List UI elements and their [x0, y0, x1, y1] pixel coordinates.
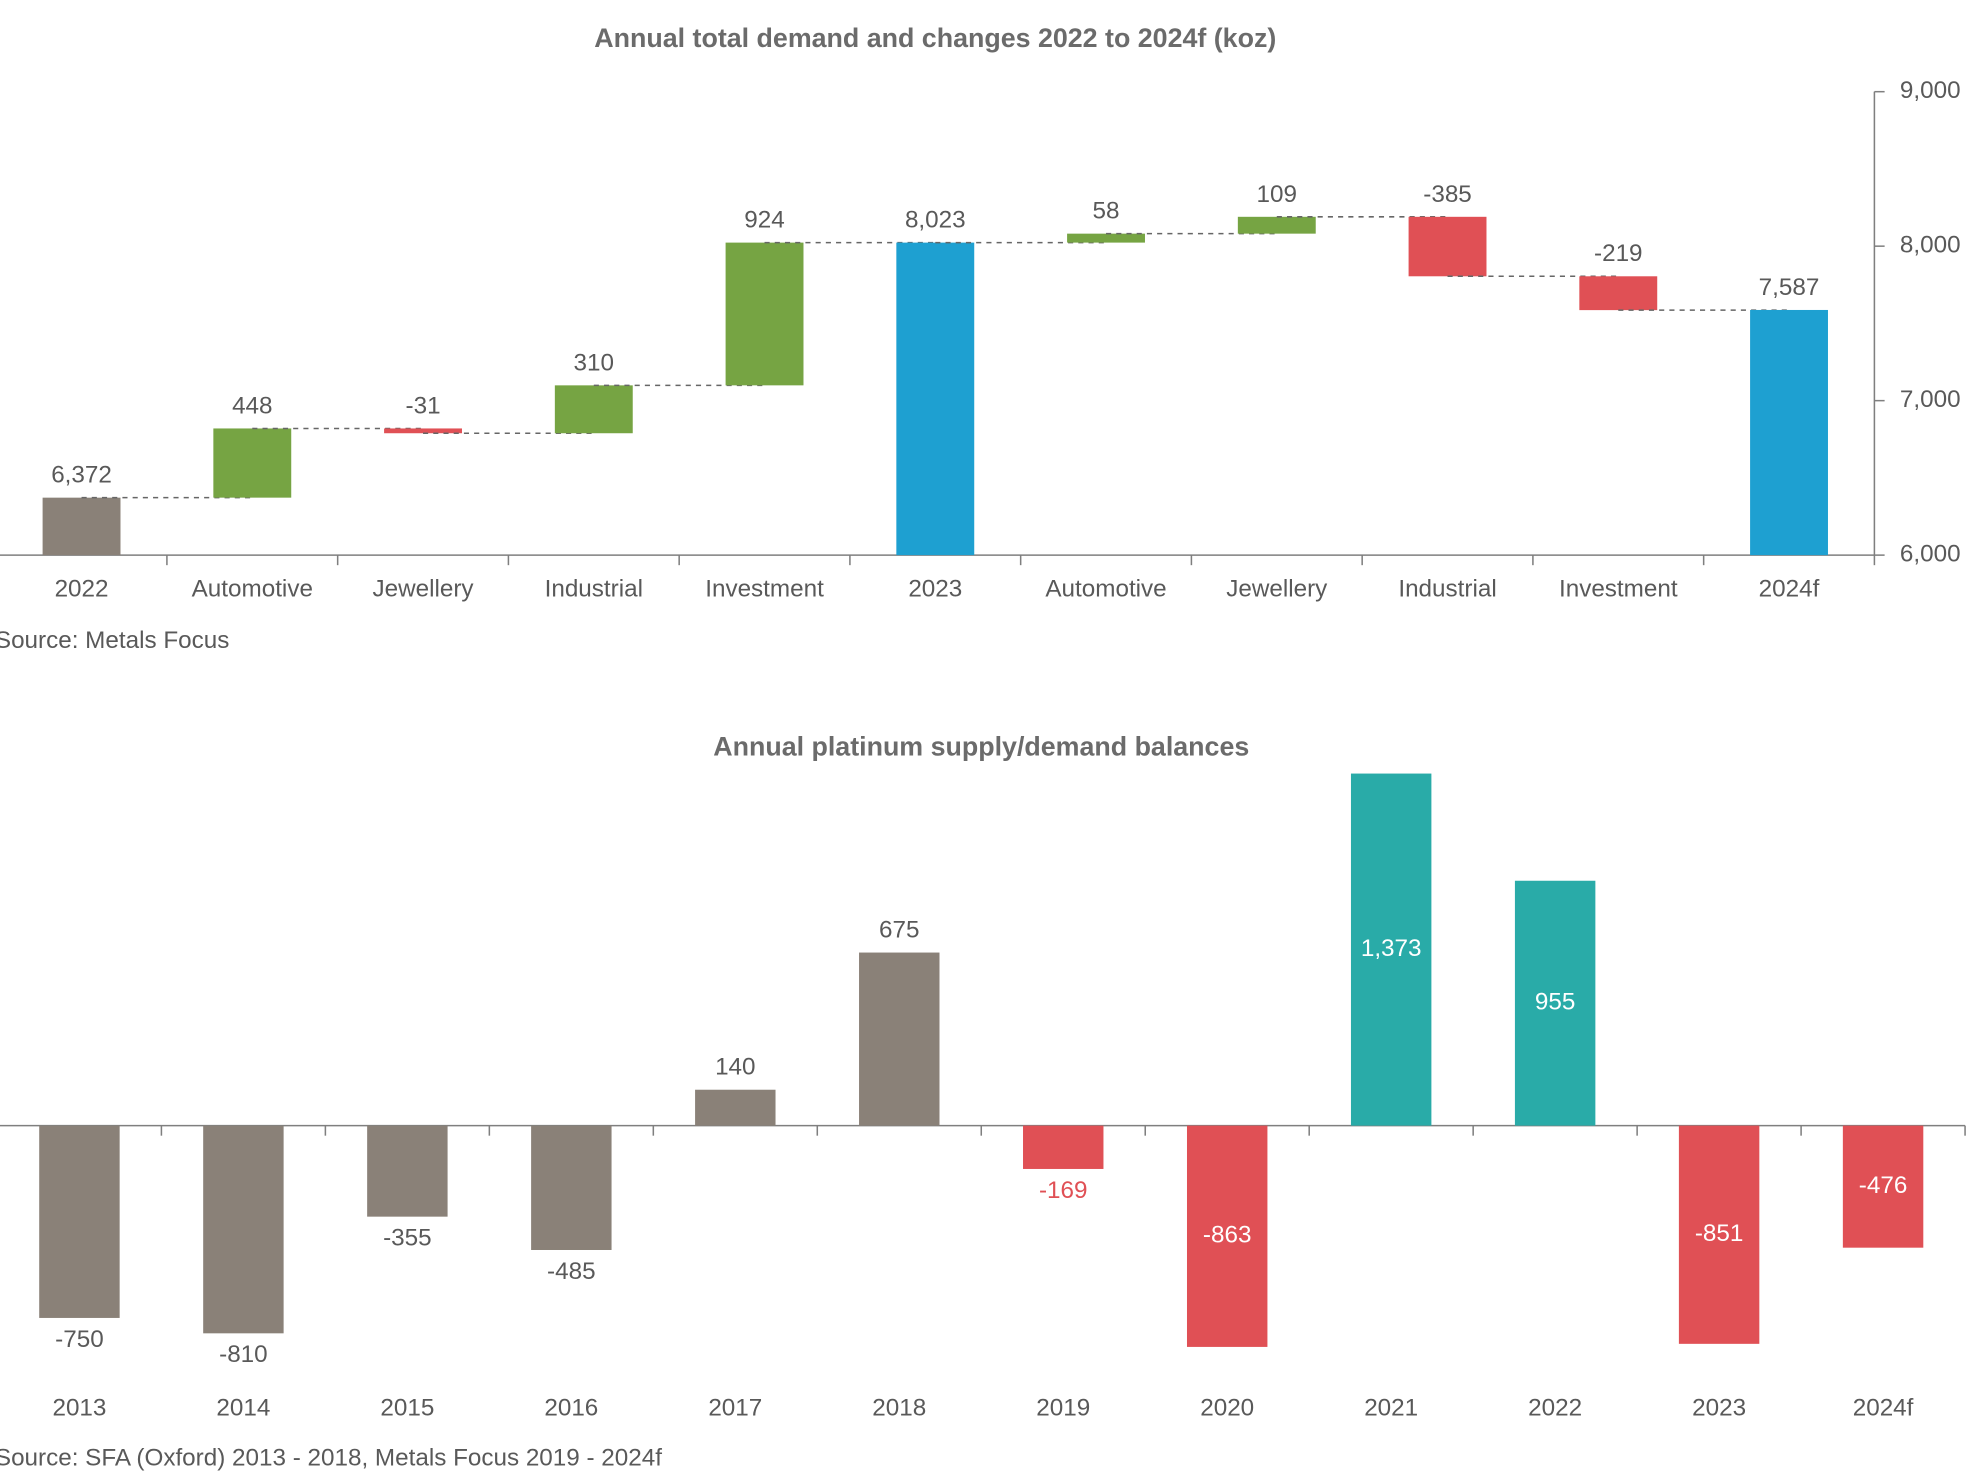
x-tick-label: 2022 [55, 576, 109, 603]
value-label: 58 [1093, 198, 1120, 225]
x-tick-label: Automotive [192, 576, 313, 603]
value-label: 448 [232, 393, 272, 420]
value-label: -31 [406, 393, 441, 420]
x-tick-label: 2013 [52, 1395, 106, 1422]
value-label: -385 [1423, 181, 1472, 208]
x-tick-label: 2024f [1853, 1395, 1914, 1422]
bar [1842, 1125, 1924, 1248]
value-label: -863 [1203, 1222, 1252, 1249]
y-tick-label: 8,000 [1900, 232, 1961, 259]
x-tick-label: 2020 [1200, 1395, 1254, 1422]
x-tick-label: 2019 [1036, 1395, 1090, 1422]
x-tick-label: Industrial [1398, 576, 1496, 603]
x-tick-label: Industrial [545, 576, 643, 603]
bar [859, 952, 940, 1126]
y-tick-label: 7,000 [1900, 386, 1961, 413]
x-tick-label: 2021 [1364, 1395, 1418, 1422]
x-tick-label: 2017 [708, 1395, 762, 1422]
bar [1678, 1125, 1760, 1344]
total-bar [42, 497, 121, 556]
change-bar [725, 242, 804, 386]
bar [1350, 773, 1432, 1126]
value-label: -355 [383, 1225, 432, 1252]
x-tick-label: 2016 [544, 1395, 598, 1422]
total-bar [1750, 309, 1828, 556]
x-tick-label: Investment [1559, 576, 1678, 603]
value-label: 675 [879, 917, 919, 944]
bar [531, 1125, 612, 1250]
value-label: 310 [574, 349, 614, 376]
total-bar [896, 242, 975, 556]
x-tick-label: 2023 [1692, 1395, 1746, 1422]
bar [203, 1125, 284, 1334]
value-label: 924 [744, 207, 784, 234]
bar [1514, 880, 1596, 1126]
value-label: -169 [1039, 1177, 1088, 1204]
x-tick-label: Jewellery [373, 576, 474, 603]
x-tick-label: 2023 [908, 576, 962, 603]
y-tick-label: 6,000 [1900, 541, 1961, 568]
change-bar [384, 428, 462, 434]
change-bar [554, 385, 633, 434]
change-bar [1237, 216, 1316, 234]
value-label: 6,372 [51, 462, 112, 489]
x-tick-label: 2022 [1528, 1395, 1582, 1422]
change-bar [1067, 233, 1145, 243]
chart-title: Annual total demand and changes 2022 to … [594, 23, 1276, 53]
bar [367, 1125, 448, 1217]
value-label: -219 [1594, 240, 1643, 267]
value-label: 1,373 [1361, 935, 1422, 962]
value-label: -810 [219, 1341, 268, 1368]
x-tick-label: 2014 [216, 1395, 270, 1422]
bar [1023, 1125, 1104, 1169]
value-label: 7,587 [1759, 274, 1820, 301]
change-bar [1408, 216, 1487, 277]
value-label: 955 [1535, 989, 1575, 1016]
y-tick-label: 9,000 [1900, 77, 1961, 104]
x-tick-label: 2015 [380, 1395, 434, 1422]
value-label: -750 [55, 1326, 104, 1353]
bar [1186, 1125, 1268, 1347]
value-label: 8,023 [905, 207, 966, 234]
change-bar [1579, 276, 1658, 311]
bar [39, 1125, 120, 1318]
value-label: -485 [547, 1258, 596, 1285]
x-tick-label: 2024f [1759, 576, 1820, 603]
source-note: Source: SFA (Oxford) 2013 - 2018, Metals… [0, 1445, 662, 1472]
value-label: 109 [1257, 181, 1297, 208]
value-label: -851 [1695, 1220, 1744, 1247]
x-tick-label: Investment [705, 576, 824, 603]
value-label: 140 [715, 1054, 755, 1081]
source-note: Source: Metals Focus [0, 627, 229, 654]
change-bar [213, 428, 292, 498]
chart-title: Annual platinum supply/demand balances [713, 732, 1249, 762]
bar [695, 1089, 776, 1126]
x-tick-label: Automotive [1045, 576, 1166, 603]
x-tick-label: 2018 [872, 1395, 926, 1422]
x-tick-label: Jewellery [1226, 576, 1327, 603]
value-label: -476 [1859, 1172, 1908, 1199]
